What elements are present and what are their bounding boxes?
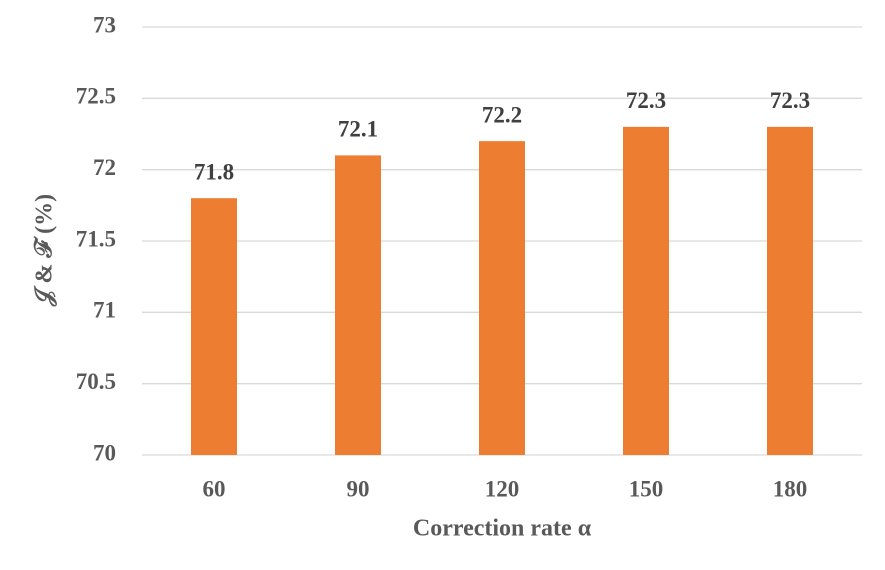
bar: [767, 126, 813, 455]
bar: [191, 198, 237, 455]
y-tick-label: 70.5: [76, 369, 116, 394]
x-tick-label: 180: [773, 476, 808, 501]
y-tick-label: 70: [93, 440, 116, 465]
y-tick-label: 71: [93, 298, 116, 323]
value-label: 72.3: [770, 88, 810, 113]
value-label: 72.1: [338, 117, 378, 142]
value-label: 72.3: [626, 88, 666, 113]
y-tick-label: 72: [93, 155, 116, 180]
y-tick-label: 72.5: [76, 84, 116, 109]
x-tick-label: 90: [347, 476, 370, 501]
x-tick-label: 60: [203, 476, 226, 501]
x-tick-label: 150: [629, 476, 664, 501]
bar: [479, 141, 525, 455]
y-axis-title: 𝒥 & ℱ (%): [32, 194, 58, 307]
x-tick-label: 120: [485, 476, 520, 501]
x-axis-title: Correction rate α: [413, 516, 592, 542]
bar: [623, 126, 669, 455]
value-label: 71.8: [194, 159, 234, 184]
y-tick-label: 73: [93, 12, 116, 37]
y-tick-label: 71.5: [76, 226, 116, 251]
value-label: 72.2: [482, 102, 522, 127]
bar: [335, 155, 381, 455]
